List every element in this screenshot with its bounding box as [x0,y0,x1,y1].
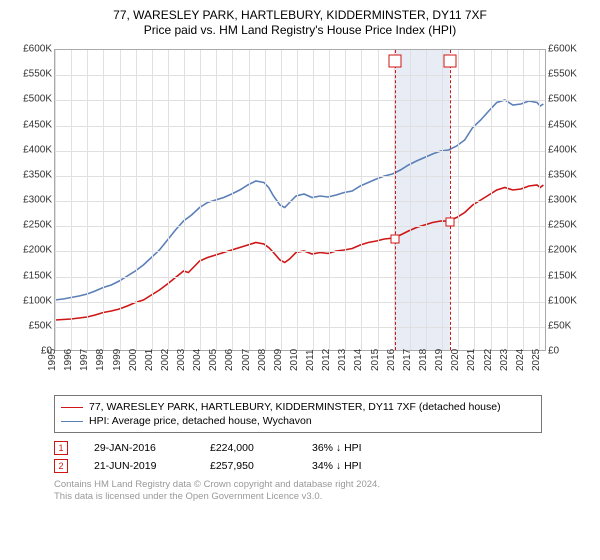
chart-container: 77, WARESLEY PARK, HARTLEBURY, KIDDERMIN… [0,0,600,510]
legend-swatch [61,421,83,422]
legend-label: 77, WARESLEY PARK, HARTLEBURY, KIDDERMIN… [89,401,501,413]
series-svg [55,50,545,350]
footer-line: Contains HM Land Registry data © Crown c… [54,479,588,491]
transaction-pct: 36% ↓ HPI [312,442,402,454]
transaction-date: 29-JAN-2016 [94,442,184,454]
footer-attribution: Contains HM Land Registry data © Crown c… [54,479,588,504]
transaction-marker: 1 [54,441,68,455]
transaction-price: £257,950 [210,460,286,472]
chart-area: 12 £0£0£50K£50K£100K£100K£150K£150K£200K… [12,45,588,385]
plot-region: 12 [54,49,546,351]
transaction-date: 21-JUN-2019 [94,460,184,472]
legend: 77, WARESLEY PARK, HARTLEBURY, KIDDERMIN… [54,395,542,433]
footer-line: This data is licensed under the Open Gov… [54,491,588,503]
transactions-table: 1 29-JAN-2016 £224,000 36% ↓ HPI 2 21-JU… [54,439,588,475]
legend-item: HPI: Average price, detached house, Wych… [61,414,535,428]
chart-title-1: 77, WARESLEY PARK, HARTLEBURY, KIDDERMIN… [12,8,588,22]
chart-title-2: Price paid vs. HM Land Registry's House … [12,23,588,37]
transaction-price: £224,000 [210,442,286,454]
legend-label: HPI: Average price, detached house, Wych… [89,415,312,427]
legend-swatch [61,407,83,408]
table-row: 1 29-JAN-2016 £224,000 36% ↓ HPI [54,439,588,457]
transaction-marker: 2 [54,459,68,473]
legend-item: 77, WARESLEY PARK, HARTLEBURY, KIDDERMIN… [61,400,535,414]
table-row: 2 21-JUN-2019 £257,950 34% ↓ HPI [54,457,588,475]
transaction-pct: 34% ↓ HPI [312,460,402,472]
